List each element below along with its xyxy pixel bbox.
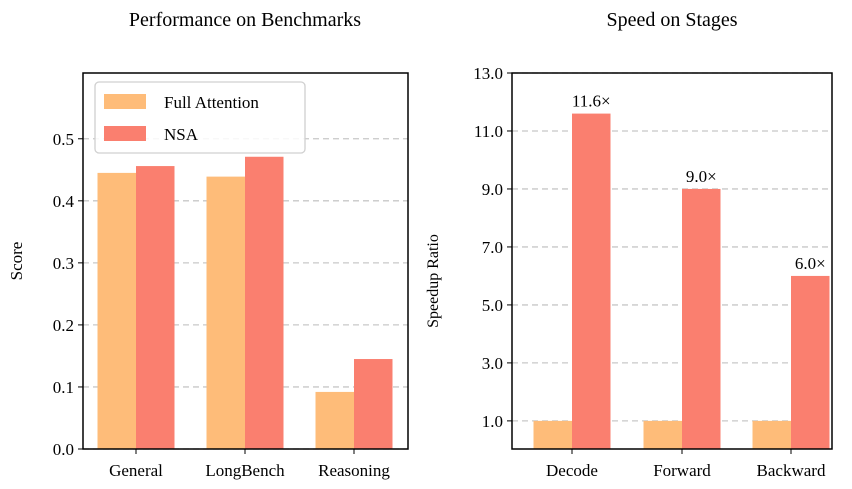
x-tick-label: Backward — [757, 461, 826, 480]
chart-title: Speed on Stages — [606, 9, 737, 31]
axes-frame — [82, 72, 409, 450]
chart-title: Performance on Benchmarks — [129, 9, 361, 31]
legend-swatch — [104, 126, 146, 141]
bar-nsa-longbench — [245, 156, 284, 449]
y-tick-label: 3.0 — [482, 354, 503, 373]
y-axis-label: Speedup Ratio — [425, 234, 442, 328]
bar-nsa-reasoning — [354, 359, 393, 449]
data-label: 9.0× — [686, 167, 717, 186]
bar-full-attention-reasoning — [315, 391, 354, 449]
bar-series-2-forward — [682, 188, 721, 449]
bar-nsa-general — [136, 166, 175, 449]
y-tick-label: 0.3 — [53, 254, 74, 273]
x-tick-label: General — [109, 461, 163, 480]
y-tick-label: 13.0 — [473, 64, 503, 83]
chart-panel-2: Speed on Stages Speedup Ratio 1.0 3.0 5.0 7.0… — [425, 9, 833, 480]
bar-full-attention-longbench — [206, 176, 245, 449]
x-tick-label: Forward — [653, 461, 711, 480]
bar-series-1-decode — [533, 420, 572, 449]
bar-series-2-decode — [572, 113, 611, 449]
bar-series-1-backward — [752, 420, 791, 449]
y-tick-label: 5.0 — [482, 296, 503, 315]
y-tick-label: 9.0 — [482, 180, 503, 199]
legend-swatch — [104, 94, 146, 109]
x-tick-label: Reasoning — [318, 461, 390, 480]
x-tick-label: LongBench — [205, 461, 285, 480]
y-axis-label: Score — [7, 242, 26, 281]
bar-series-1-forward — [643, 420, 682, 449]
y-tick-label: 11.0 — [474, 122, 503, 141]
y-tick-label: 0.1 — [53, 378, 74, 397]
data-label: 6.0× — [795, 254, 826, 273]
legend-box — [94, 81, 306, 154]
x-tick-label: Decode — [546, 461, 598, 480]
axes-frame — [511, 72, 833, 450]
y-tick-label: 1.0 — [482, 412, 503, 431]
data-label: 11.6× — [572, 92, 611, 111]
y-tick-label: 0.0 — [53, 440, 74, 459]
legend-label: Full Attention — [164, 93, 259, 112]
bar-full-attention-general — [97, 172, 136, 449]
bar-series-2-backward — [791, 275, 830, 449]
y-tick-label: 7.0 — [482, 238, 503, 257]
legend-label: NSA — [164, 125, 199, 144]
legend: Full Attention NSA — [94, 81, 306, 154]
y-tick-label: 0.5 — [53, 130, 74, 149]
y-tick-label: 0.2 — [53, 316, 74, 335]
y-tick-label: 0.4 — [53, 192, 75, 211]
chart-panel-1: Performance on Benchmarks Score 0.0 0.1 0.2 0… — [7, 9, 409, 480]
